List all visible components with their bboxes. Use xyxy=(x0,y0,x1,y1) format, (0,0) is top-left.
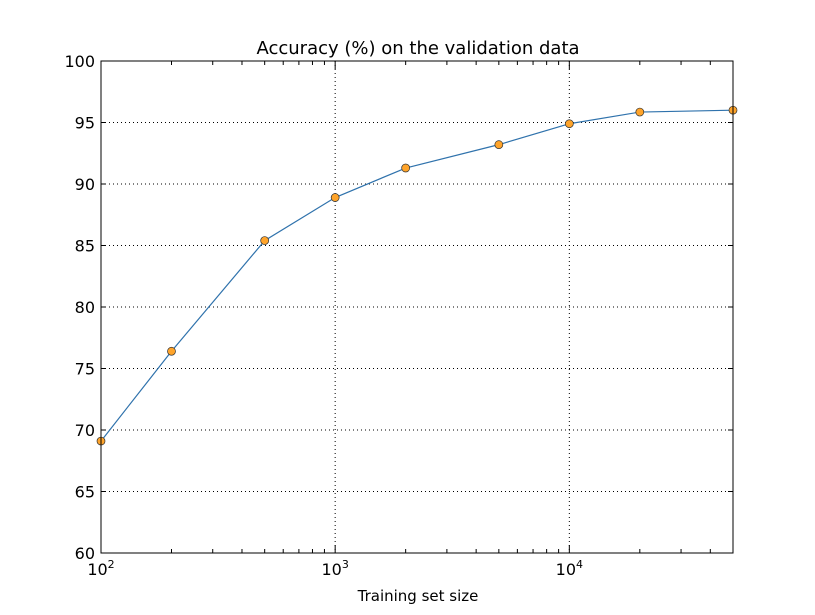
x-tick-label: 103 xyxy=(321,558,348,579)
data-point xyxy=(167,346,176,356)
plot-frame xyxy=(100,60,734,554)
data-point xyxy=(401,163,411,173)
y-tick-label: 85 xyxy=(75,237,95,256)
data-point xyxy=(330,193,340,202)
y-tick-label: 90 xyxy=(75,175,95,194)
y-tick-label: 100 xyxy=(64,52,95,71)
y-tick-label: 80 xyxy=(75,298,95,317)
grid xyxy=(101,61,733,553)
data-point xyxy=(564,119,574,129)
data-point xyxy=(635,107,645,117)
data-point xyxy=(260,236,270,245)
tick-labels: 60 65 70 75 80 85 90 95 100 102 103 104 xyxy=(64,52,583,579)
y-tick-label: 75 xyxy=(75,360,95,379)
x-tick-label: 102 xyxy=(87,558,114,579)
chart-title: Accuracy (%) on the validation data xyxy=(256,38,579,59)
ticks xyxy=(100,60,733,554)
y-tick-label: 65 xyxy=(75,483,95,502)
series-line xyxy=(100,109,734,442)
y-tick-label: 70 xyxy=(75,421,95,440)
y-tick-label: 95 xyxy=(75,114,95,133)
series xyxy=(96,105,738,446)
x-tick-label: 104 xyxy=(556,558,583,579)
y-tick-label: 60 xyxy=(75,544,95,563)
x-axis-label: Training set size xyxy=(357,587,479,605)
data-point xyxy=(494,140,504,149)
